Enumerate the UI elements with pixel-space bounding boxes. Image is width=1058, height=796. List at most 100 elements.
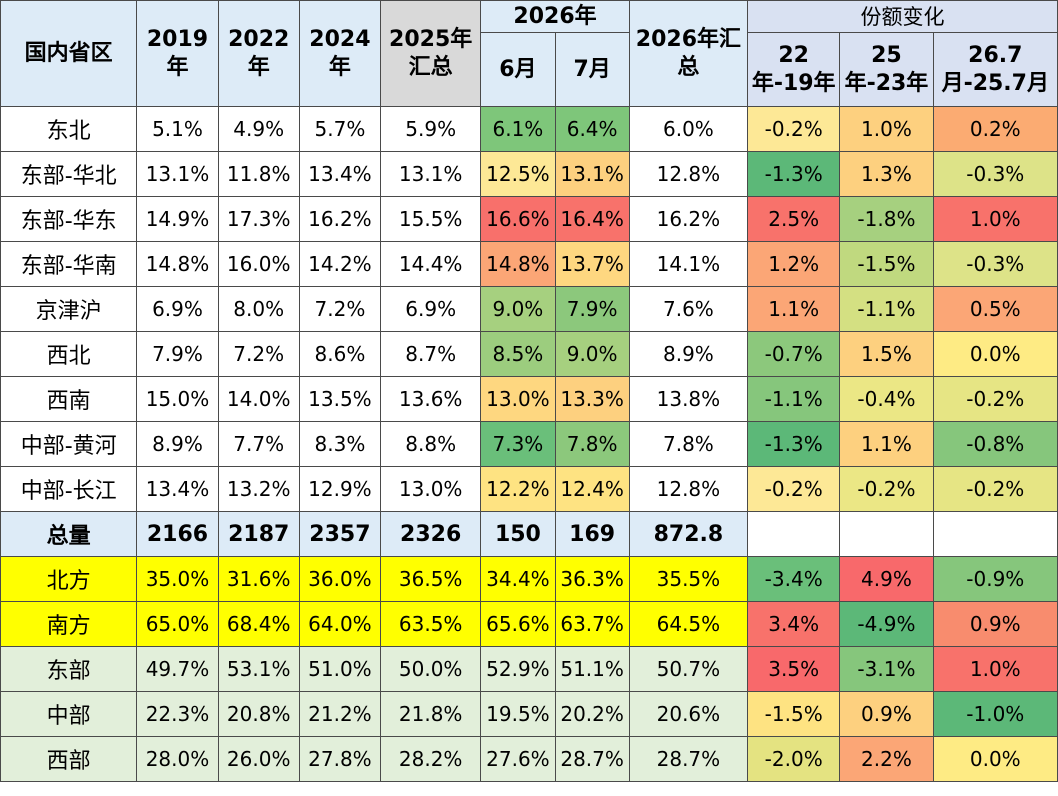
- change-22-19: 1.1%: [747, 286, 841, 332]
- value-june: 8.5%: [480, 331, 556, 377]
- value-2022: 11.8%: [217, 151, 300, 197]
- header-region: 国内省区: [0, 0, 138, 107]
- value-2024: 36.0%: [298, 556, 382, 602]
- value-2026-total: 8.9%: [628, 331, 749, 377]
- change-26-25: 0.0%: [932, 736, 1058, 782]
- region-name: 东部-华南: [0, 241, 138, 287]
- value-2026-total: 20.6%: [628, 691, 749, 737]
- change-22-19: -1.3%: [747, 421, 841, 467]
- value-2025-total: 5.9%: [380, 106, 482, 152]
- value-2024: 27.8%: [298, 736, 382, 782]
- change-26-25: -0.2%: [932, 376, 1058, 422]
- value-2022: 7.2%: [217, 331, 300, 377]
- empty-cell: [747, 511, 841, 557]
- region-rows: 东北 5.1% 4.9% 5.7% 5.9% 6.1% 6.4% 6.0% -0…: [0, 106, 1058, 782]
- value-2019: 13.4%: [136, 466, 219, 512]
- group-row: 中部 22.3% 20.8% 21.2% 21.8% 19.5% 20.2% 2…: [0, 691, 1058, 737]
- value-2026-total: 14.1%: [628, 241, 749, 287]
- region-name: 东部-华东: [0, 196, 138, 242]
- change-22-19: -1.5%: [747, 691, 841, 737]
- total-2022: 2187: [217, 511, 300, 557]
- value-june: 27.6%: [480, 736, 556, 782]
- value-2019: 6.9%: [136, 286, 219, 332]
- change-22-19: -1.3%: [747, 151, 841, 197]
- value-july: 9.0%: [554, 331, 630, 377]
- value-2025-total: 15.5%: [380, 196, 482, 242]
- change-22-19: 3.4%: [747, 601, 841, 647]
- value-june: 14.8%: [480, 241, 556, 287]
- value-2022: 16.0%: [217, 241, 300, 287]
- value-2019: 7.9%: [136, 331, 219, 377]
- value-2022: 13.2%: [217, 466, 300, 512]
- change-25-23: -1.1%: [839, 286, 934, 332]
- value-july: 63.7%: [554, 601, 630, 647]
- value-2019: 15.0%: [136, 376, 219, 422]
- change-25-23: 1.0%: [839, 106, 934, 152]
- value-2026-total: 12.8%: [628, 466, 749, 512]
- value-2025-total: 13.6%: [380, 376, 482, 422]
- group-row: 西部 28.0% 26.0% 27.8% 28.2% 27.6% 28.7% 2…: [0, 736, 1058, 782]
- change-25-23: -0.4%: [839, 376, 934, 422]
- change-22-19: -0.7%: [747, 331, 841, 377]
- empty-cell: [839, 511, 934, 557]
- value-2019: 8.9%: [136, 421, 219, 467]
- value-july: 7.9%: [554, 286, 630, 332]
- value-2025-total: 13.1%: [380, 151, 482, 197]
- value-2022: 4.9%: [217, 106, 300, 152]
- header-change-22-19: 22年-19年: [747, 32, 841, 107]
- value-2019: 49.7%: [136, 646, 219, 692]
- total-2026: 872.8: [628, 511, 749, 557]
- change-22-19: -3.4%: [747, 556, 841, 602]
- change-22-19: 2.5%: [747, 196, 841, 242]
- header-2019: 2019年: [136, 0, 219, 107]
- value-2019: 14.8%: [136, 241, 219, 287]
- change-25-23: 1.1%: [839, 421, 934, 467]
- value-2019: 65.0%: [136, 601, 219, 647]
- value-june: 12.5%: [480, 151, 556, 197]
- total-july: 169: [554, 511, 630, 557]
- value-2026-total: 50.7%: [628, 646, 749, 692]
- change-26-25: -1.0%: [932, 691, 1058, 737]
- value-2025-total: 21.8%: [380, 691, 482, 737]
- value-2019: 14.9%: [136, 196, 219, 242]
- group-name: 南方: [0, 601, 138, 647]
- group-name: 北方: [0, 556, 138, 602]
- header-share-change: 份额变化: [747, 0, 1058, 33]
- change-25-23: -0.2%: [839, 466, 934, 512]
- region-name: 中部-长江: [0, 466, 138, 512]
- change-26-25: -0.3%: [932, 241, 1058, 287]
- table-row: 西北 7.9% 7.2% 8.6% 8.7% 8.5% 9.0% 8.9% -0…: [0, 331, 1058, 377]
- value-2024: 13.4%: [298, 151, 382, 197]
- header-june: 6月: [480, 32, 556, 107]
- value-2024: 51.0%: [298, 646, 382, 692]
- value-2025-total: 8.8%: [380, 421, 482, 467]
- total-row: 总量 2166 2187 2357 2326 150 169 872.8: [0, 511, 1058, 557]
- value-2024: 12.9%: [298, 466, 382, 512]
- value-2019: 5.1%: [136, 106, 219, 152]
- value-june: 6.1%: [480, 106, 556, 152]
- table-row: 东部-华东 14.9% 17.3% 16.2% 15.5% 16.6% 16.4…: [0, 196, 1058, 242]
- total-2024: 2357: [298, 511, 382, 557]
- value-2024: 64.0%: [298, 601, 382, 647]
- change-22-19: 1.2%: [747, 241, 841, 287]
- header-change-26-25: 26.7月-25.7月: [932, 32, 1058, 107]
- table-row: 中部-长江 13.4% 13.2% 12.9% 13.0% 12.2% 12.4…: [0, 466, 1058, 512]
- value-2025-total: 13.0%: [380, 466, 482, 512]
- header-2026-total: 2026年汇总: [628, 0, 749, 107]
- region-name: 东部-华北: [0, 151, 138, 197]
- region-name: 京津沪: [0, 286, 138, 332]
- group-name: 东部: [0, 646, 138, 692]
- value-2026-total: 13.8%: [628, 376, 749, 422]
- change-26-25: -0.2%: [932, 466, 1058, 512]
- header-2024: 2024年: [298, 0, 382, 107]
- header-2025-total: 2025年汇总: [380, 0, 482, 107]
- value-2026-total: 12.8%: [628, 151, 749, 197]
- value-2026-total: 16.2%: [628, 196, 749, 242]
- change-26-25: -0.3%: [932, 151, 1058, 197]
- change-22-19: -1.1%: [747, 376, 841, 422]
- value-2019: 35.0%: [136, 556, 219, 602]
- value-2026-total: 64.5%: [628, 601, 749, 647]
- value-july: 6.4%: [554, 106, 630, 152]
- value-june: 52.9%: [480, 646, 556, 692]
